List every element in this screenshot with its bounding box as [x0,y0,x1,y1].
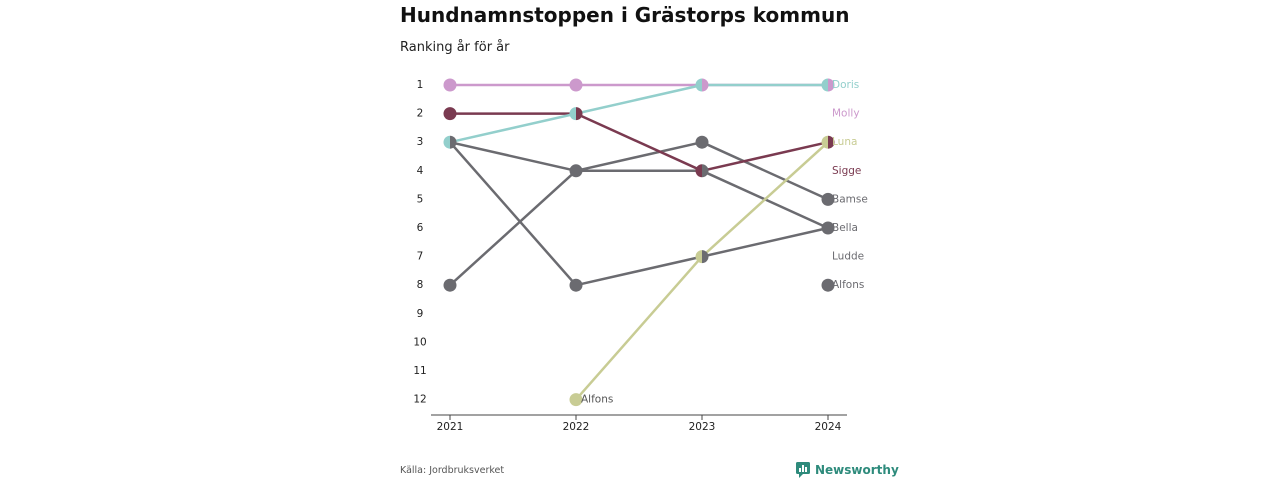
data-point-half [695,78,702,92]
y-tick-label: 1 [417,79,424,91]
data-point-half [443,135,450,149]
y-tick-label: 9 [417,308,424,320]
brand[interactable]: Newsworthy [796,462,899,478]
y-tick-label: 5 [417,193,424,205]
chart-title: Hundnamnstoppen i Grästorps kommun [400,3,850,27]
series-line-sigge [450,112,829,173]
y-tick-label: 3 [417,136,424,148]
data-point-half [695,250,702,264]
data-point-half [576,107,583,121]
y-tick-label: 11 [413,365,426,377]
source-note: Källa: Jordbruksverket [400,465,505,476]
data-point [569,164,583,178]
data-point [443,107,457,121]
newsworthy-logo-icon [796,462,810,478]
y-tick-label: 12 [413,394,426,406]
series-line-luna [575,141,829,401]
point-label: Alfons [581,394,613,406]
series-label-sigge: Sigge [832,165,861,177]
data-point [569,278,583,292]
chart-subtitle: Ranking år för år [400,40,510,55]
data-point-half [821,78,828,92]
x-tick-label: 2023 [689,421,716,433]
data-point [569,78,583,92]
data-point [695,135,709,149]
data-point [569,393,583,407]
data-point [821,192,835,206]
series-label-luna: Luna [832,136,857,148]
y-tick-label: 10 [413,336,426,348]
series-line-ludde [449,141,829,287]
series-label-molly: Molly [832,108,860,120]
series-line-bamse [449,140,829,201]
data-point-half [695,164,702,178]
x-tick-label: 2022 [563,421,590,433]
y-tick-label: 2 [417,108,424,120]
data-point [821,278,835,292]
y-tick-label: 6 [417,222,424,234]
data-point [443,78,457,92]
data-point-half [702,78,709,92]
data-point [821,221,835,235]
data-point-half [828,135,835,149]
series-line-doris [449,83,828,144]
data-point-half [821,135,828,149]
data-point-half [450,135,457,149]
series-label-bella: Bella [832,222,858,234]
data-point-half [702,164,709,178]
y-tick-label: 8 [417,279,424,291]
y-tick-label: 7 [417,251,424,263]
series-label-ludde: Ludde [832,251,864,263]
x-tick-label: 2024 [815,421,842,433]
data-point-half [828,78,835,92]
x-tick-label: 2021 [437,421,464,433]
y-tick-label: 4 [417,165,424,177]
series-line-bella [449,169,829,287]
brand-name: Newsworthy [815,463,899,477]
data-point-half [702,250,709,264]
data-point [443,278,457,292]
series-label-alfons: Alfons [832,279,864,291]
data-point-half [569,107,576,121]
series-label-bamse: Bamse [832,193,868,205]
series-label-doris: Doris [832,79,859,91]
